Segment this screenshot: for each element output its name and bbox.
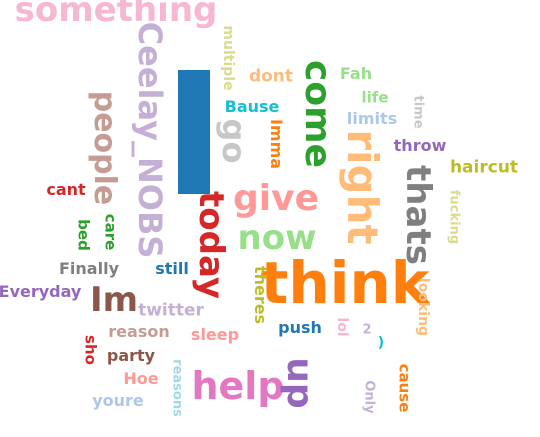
word-twitter: twitter <box>138 300 204 321</box>
word-right: right <box>338 129 387 245</box>
word-theres: theres <box>251 265 270 325</box>
word-glyph-2 <box>178 70 210 194</box>
word-finally: Finally <box>59 259 119 278</box>
word-help: help <box>191 364 285 408</box>
word-reasons: reasons <box>169 359 185 417</box>
word-lol: lol <box>334 317 350 337</box>
word-come: come <box>297 60 338 168</box>
word-fah: Fah <box>339 64 373 83</box>
word-still: still <box>155 259 189 278</box>
word-people: people <box>87 90 122 206</box>
word-youre: youre <box>92 391 144 410</box>
word-everyday: Everyday <box>0 282 82 301</box>
word-ceelay-nobs: Ceelay_NOBS <box>131 21 169 259</box>
word-push: push <box>278 318 322 337</box>
word-haircut: haircut <box>449 157 519 178</box>
word-fucking: fucking <box>446 189 462 245</box>
word-dont: dont <box>248 66 294 87</box>
word-think: think <box>260 249 430 317</box>
word-cant: cant <box>46 180 86 199</box>
word-cause: cause <box>395 363 414 413</box>
word-life: life <box>361 88 389 107</box>
word-looking: looking <box>415 277 431 337</box>
word-im: Im <box>89 280 139 320</box>
word-bause: Bause <box>224 97 280 116</box>
word-bed: bed <box>74 219 93 251</box>
word-give: give <box>233 178 319 219</box>
word-sleep: sleep <box>190 325 240 344</box>
word-now: now <box>237 218 317 258</box>
word-hoe: Hoe <box>123 369 159 388</box>
word-sho: sho <box>81 335 100 365</box>
word-party: party <box>106 346 156 365</box>
word-today: today <box>191 190 231 300</box>
word-up: up <box>279 357 320 409</box>
word-multiple: multiple <box>220 25 236 91</box>
word-2: 2 <box>362 322 372 338</box>
word-throw: throw <box>393 136 447 155</box>
word-go: go <box>215 118 253 164</box>
word-something: something <box>14 0 218 30</box>
word-time: time <box>410 95 426 129</box>
word-care: care <box>101 213 120 251</box>
word-limits: limits <box>346 109 398 128</box>
word-reason: reason <box>108 322 170 341</box>
word-glyph-38: ) <box>377 335 385 351</box>
word-imma: Imma <box>267 118 286 170</box>
word-only: Only <box>361 380 377 414</box>
